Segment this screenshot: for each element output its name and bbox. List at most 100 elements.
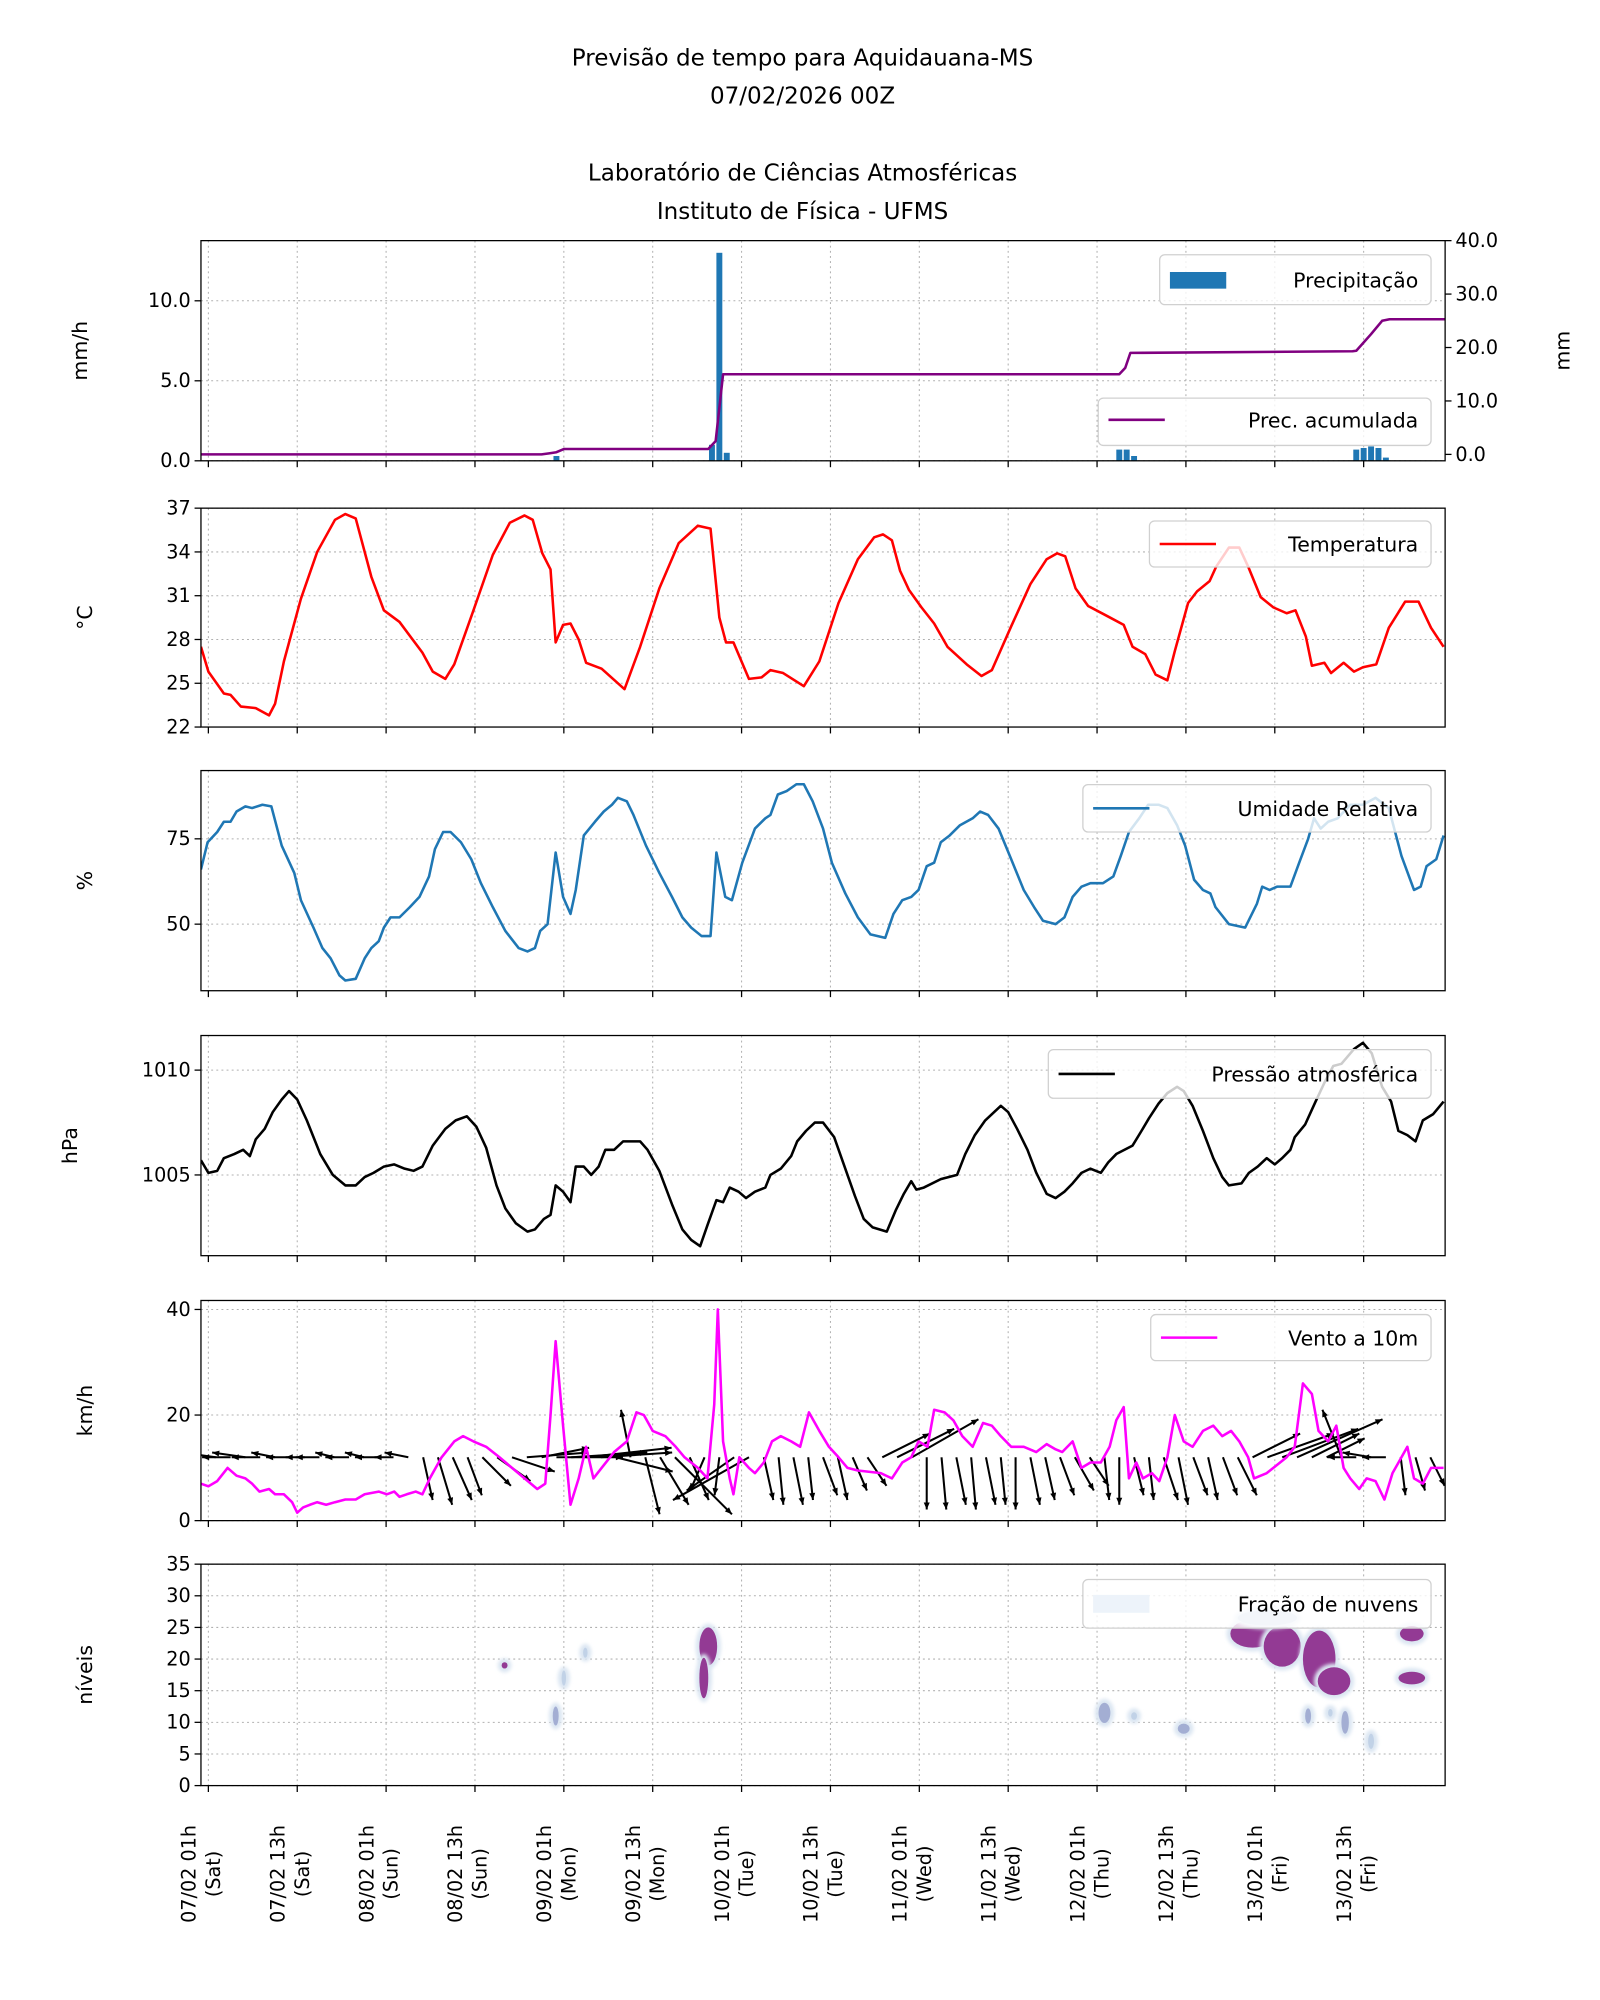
wind-vector-head: [1149, 1492, 1156, 1501]
wind-vector-head: [946, 1428, 955, 1435]
x-tick-date: 08/02 01h: [355, 1825, 378, 1923]
x-tick-date: 07/02 01h: [178, 1825, 201, 1923]
panel-precip: 0.0 5.0 10.0 mm/h 0.0 10.0 20.0 30.0 40.0 mm Prec.…: [68, 229, 1574, 472]
cloud-cell: [1131, 1712, 1138, 1720]
x-tick-date: 11/02 13h: [977, 1825, 1000, 1923]
y-tick-label: 35: [166, 1553, 190, 1576]
x-tick-date: 09/02 13h: [622, 1825, 645, 1923]
wind-vector: [659, 1456, 690, 1506]
wind-vector-head: [1374, 1419, 1383, 1425]
wind-vector-head: [942, 1502, 949, 1510]
x-tick-day: (Wed): [1002, 1846, 1025, 1903]
wind-vector: [955, 1457, 967, 1506]
x-tick-label: 12/02 01h(Thu): [1066, 1825, 1113, 1923]
axes-frame: [200, 1563, 1446, 1787]
title-run-date: 07/02/2026 00Z: [710, 84, 895, 110]
precip-bar: [1116, 449, 1123, 461]
legend-label: Umidade Relativa: [1238, 797, 1419, 821]
y-tick-label: 1005: [142, 1163, 191, 1186]
y-tick-label: 25: [166, 672, 190, 695]
legend-label: Temperatura: [1287, 533, 1418, 557]
temp-line: [200, 512, 1445, 717]
wind-vector-head: [664, 1450, 673, 1456]
y-tick-label: 10.0: [148, 289, 191, 312]
wind-vector-head: [315, 1451, 323, 1458]
x-tick-label: 07/02 01h(Sat): [178, 1825, 225, 1923]
y-axis-label: níveis: [73, 1645, 97, 1705]
x-tick-label: 08/02 13h(Sun): [444, 1825, 491, 1923]
wind-vector: [615, 1456, 673, 1473]
axes-frame: [200, 769, 1446, 992]
cloud-cell: [1399, 1626, 1424, 1642]
legend-label: Pressão atmosférica: [1211, 1063, 1418, 1087]
legend-box: [1159, 254, 1432, 306]
y-tick-label: 5.0: [160, 369, 191, 392]
x-tick-day: (Mon): [557, 1846, 580, 1901]
wind-vector: [1147, 1457, 1155, 1501]
x-tick-date: 10/02 13h: [800, 1825, 823, 1923]
wind-vector-head: [1068, 1487, 1075, 1496]
wind-vector-head: [972, 1502, 979, 1510]
wind-vector: [1029, 1457, 1041, 1506]
wind-vector: [792, 1457, 804, 1506]
wind-vector: [940, 1457, 948, 1510]
wind-vector-head: [202, 1454, 210, 1461]
wind-vector-head: [768, 1492, 775, 1501]
precip-bar: [1375, 448, 1382, 461]
x-tick-day: (Fri): [1357, 1855, 1380, 1893]
wind-vector: [911, 1418, 979, 1459]
y2-tick-label: 20.0: [1455, 336, 1498, 359]
wind-vector: [970, 1457, 977, 1510]
axes-frame: [200, 507, 1446, 728]
wind-line: [200, 1308, 1444, 1514]
x-tick-label: 08/02 01h(Sun): [355, 1825, 402, 1923]
axes-frame: [200, 240, 1446, 462]
wind-vector-head: [1438, 1478, 1445, 1486]
wind-vector: [1044, 1457, 1056, 1501]
cloud-cell: [1177, 1723, 1190, 1734]
wind-vector-head: [922, 1433, 930, 1440]
wind-vector-head: [1322, 1409, 1328, 1418]
wind-vector-head: [1342, 1450, 1351, 1457]
wind-vector-head: [619, 1409, 626, 1418]
wind-vector-head: [798, 1497, 805, 1505]
axes-frame: [200, 1299, 1446, 1522]
x-tick-day: (Tue): [824, 1850, 847, 1898]
wind-vector-head: [212, 1450, 220, 1457]
wind-vector-head: [654, 1506, 661, 1515]
y-tick-label: 31: [166, 584, 190, 607]
y-axis-label: hPa: [58, 1127, 82, 1164]
wind-vector-head: [1351, 1433, 1360, 1440]
wind-vector-head: [1327, 1454, 1335, 1461]
cloud-cell: [552, 1706, 559, 1726]
x-tick-label: 07/02 13h(Sat): [266, 1825, 313, 1923]
legend-label: Fração de nuvens: [1238, 1593, 1418, 1617]
wind-vector: [999, 1457, 1007, 1505]
wind-vector-head: [1401, 1487, 1408, 1496]
wind-vector-head: [1001, 1497, 1008, 1505]
cloud-cell: [1305, 1708, 1312, 1724]
x-tick-label: 13/02 01h(Fri): [1244, 1825, 1291, 1923]
rh-line: [200, 782, 1445, 982]
wind-vector-head: [374, 1454, 382, 1461]
y-axis-label: °C: [73, 605, 97, 630]
y-tick-label: 30: [166, 1584, 190, 1607]
legend-box: [1082, 1578, 1432, 1629]
panels: 0.0 5.0 10.0 mm/h 0.0 10.0 20.0 30.0 40.0 mm Prec.…: [58, 229, 1574, 1923]
wind-vector: [1311, 1432, 1360, 1459]
x-tick-date: 13/02 01h: [1244, 1825, 1267, 1923]
cloud-cell: [1328, 1709, 1333, 1717]
wind-vector-head: [1356, 1438, 1365, 1445]
wind-vector-head: [991, 1497, 998, 1505]
y-tick-label: 40: [166, 1298, 190, 1321]
x-tick-day: (Fri): [1268, 1855, 1291, 1893]
x-tick-date: 12/02 01h: [1066, 1825, 1089, 1923]
y2-tick-label: 0.0: [1455, 443, 1486, 466]
wind-vector-head: [724, 1507, 732, 1515]
cloud-cell: [1317, 1667, 1351, 1696]
wind-vector: [807, 1457, 814, 1501]
y2-axis-label: mm: [1550, 331, 1574, 371]
wind-vector: [422, 1457, 434, 1501]
precip-bar: [1382, 457, 1389, 461]
wind-vector-head: [1012, 1502, 1019, 1510]
